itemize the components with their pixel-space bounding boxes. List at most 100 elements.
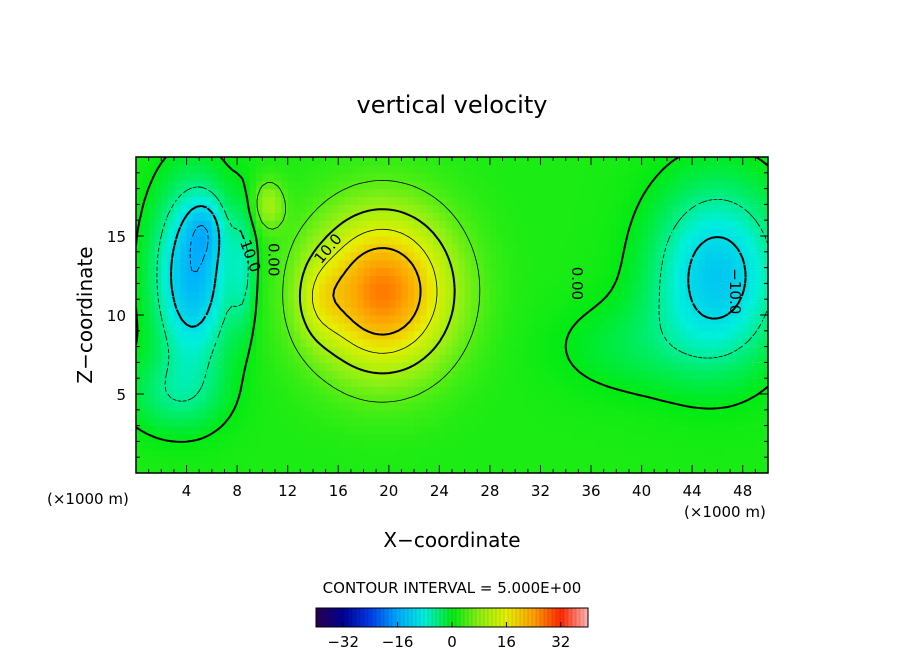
heat-cell xyxy=(382,394,390,403)
heat-cell xyxy=(515,157,523,166)
heat-cell xyxy=(647,315,655,324)
heat-cell xyxy=(344,433,352,442)
heat-cell xyxy=(420,386,428,395)
heat-cell xyxy=(502,243,510,253)
heat-cell xyxy=(275,228,282,237)
heat-cell xyxy=(559,433,567,442)
heat-cell xyxy=(679,322,687,332)
heat-cell xyxy=(628,338,636,348)
heat-cell xyxy=(205,315,213,324)
heat-cell xyxy=(711,204,719,213)
heat-cell xyxy=(521,322,529,332)
colorbar-segment xyxy=(500,608,505,627)
heat-cell xyxy=(294,465,301,473)
colorbar-segment xyxy=(400,608,405,627)
colorbar-segment xyxy=(332,608,337,627)
heat-cell xyxy=(161,401,169,411)
heat-cell xyxy=(388,291,396,300)
heat-cell xyxy=(192,275,200,284)
heat-cell xyxy=(685,236,693,245)
heat-cell xyxy=(521,267,529,277)
heat-cell xyxy=(395,283,403,292)
heat-cell xyxy=(483,362,491,371)
heat-cell xyxy=(300,251,308,261)
heat-cell xyxy=(559,322,567,332)
heat-cell xyxy=(306,267,314,277)
heat-cell xyxy=(628,196,636,205)
heat-cell xyxy=(489,220,497,229)
heat-cell xyxy=(180,370,188,379)
heat-cell xyxy=(565,157,573,166)
heat-cell xyxy=(730,362,737,371)
heat-cell xyxy=(603,322,611,332)
heat-cell xyxy=(591,267,598,277)
heat-cell xyxy=(319,417,327,427)
heat-cell xyxy=(515,394,523,403)
heat-cell xyxy=(717,401,725,411)
heat-cell xyxy=(319,401,327,411)
heat-cell xyxy=(723,417,731,427)
heat-cell xyxy=(546,315,554,324)
heat-cell xyxy=(211,433,219,442)
heat-cell xyxy=(363,307,371,316)
heat-cell xyxy=(540,386,548,395)
heat-cell xyxy=(218,409,226,419)
heat-cell xyxy=(546,172,554,182)
heat-cell xyxy=(761,164,768,174)
heat-cell xyxy=(458,362,466,371)
heat-cell xyxy=(407,378,415,387)
heat-cell xyxy=(154,283,162,292)
heat-cell xyxy=(540,212,548,221)
heat-cell xyxy=(470,243,478,253)
heat-cell xyxy=(281,449,289,458)
heat-cell xyxy=(553,449,561,458)
heat-cell xyxy=(439,251,447,261)
heat-cell xyxy=(597,243,605,253)
heat-cell xyxy=(388,164,396,174)
heat-cell xyxy=(458,346,466,356)
heat-cell xyxy=(312,275,320,284)
heat-cell xyxy=(224,228,232,237)
heat-cell xyxy=(237,259,245,269)
heat-cell xyxy=(433,299,440,308)
heat-cell xyxy=(534,196,542,205)
heat-cell xyxy=(692,259,700,269)
heat-cell xyxy=(312,220,320,229)
heat-cell xyxy=(628,188,636,198)
heat-cell xyxy=(597,299,605,308)
heat-cell xyxy=(407,322,415,332)
heat-cell xyxy=(572,299,579,308)
heat-cell xyxy=(761,267,768,277)
heat-cell xyxy=(445,164,453,174)
heat-cell xyxy=(673,299,681,308)
heat-cell xyxy=(350,457,358,466)
heat-cell xyxy=(704,180,712,190)
heat-cell xyxy=(698,283,706,292)
heat-cell xyxy=(401,188,409,198)
heat-cell xyxy=(173,267,181,277)
heat-cell xyxy=(224,386,232,395)
heat-cell xyxy=(717,299,725,308)
heat-cell xyxy=(350,449,358,458)
heat-cell xyxy=(243,212,251,221)
heat-cell xyxy=(325,259,333,269)
heat-cell xyxy=(470,370,478,379)
heat-cell xyxy=(502,441,510,450)
heat-cell xyxy=(306,315,314,324)
heat-cell xyxy=(704,401,712,411)
heat-cell xyxy=(306,275,314,284)
colorbar-segment xyxy=(324,608,329,627)
heat-cell xyxy=(142,307,150,316)
heat-cell xyxy=(420,433,428,442)
heat-cell xyxy=(515,322,523,332)
heat-cell xyxy=(591,164,598,174)
heat-cell xyxy=(515,164,523,174)
heat-cell xyxy=(578,330,586,340)
heat-cell xyxy=(136,196,143,205)
heat-cell xyxy=(300,307,308,316)
heat-cell xyxy=(211,283,219,292)
heat-cell xyxy=(167,330,175,340)
heat-cell xyxy=(483,228,491,237)
heat-cell xyxy=(597,457,605,466)
heat-cell xyxy=(363,188,371,198)
